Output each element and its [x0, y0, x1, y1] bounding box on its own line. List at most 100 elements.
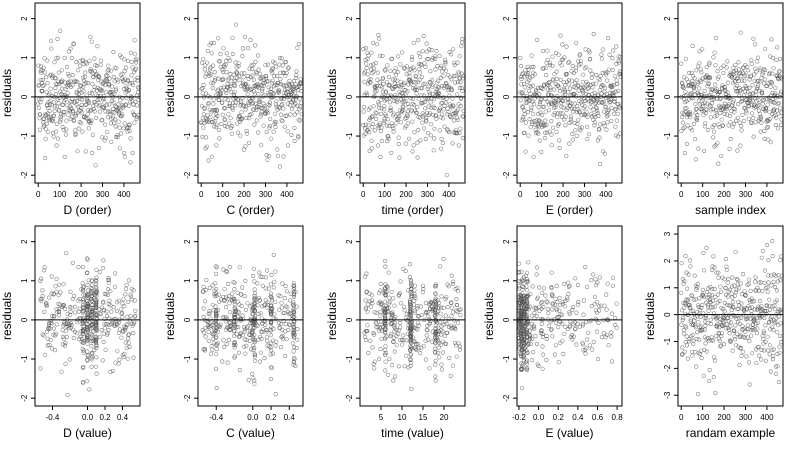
data-point	[560, 98, 565, 103]
data-point	[40, 294, 45, 299]
data-point	[265, 268, 270, 273]
data-point	[113, 317, 118, 322]
data-point	[567, 283, 572, 288]
data-point	[558, 89, 563, 94]
data-point	[60, 328, 65, 333]
data-point	[388, 68, 393, 73]
data-point	[702, 124, 707, 129]
data-point	[701, 103, 706, 109]
data-point	[413, 80, 418, 85]
data-point	[391, 126, 396, 131]
data-point	[520, 72, 525, 77]
data-point	[529, 64, 534, 69]
data-point	[767, 72, 772, 77]
data-point	[774, 316, 779, 321]
data-point	[570, 131, 575, 137]
data-point	[589, 75, 594, 80]
data-point	[447, 317, 452, 322]
data-point	[713, 334, 718, 339]
data-point	[226, 56, 231, 61]
data-point	[560, 42, 565, 47]
data-point	[277, 164, 282, 169]
data-point	[85, 257, 90, 262]
data-point	[749, 58, 754, 63]
data-point	[731, 305, 736, 310]
data-point	[612, 97, 617, 102]
data-point	[406, 365, 411, 370]
data-point	[231, 100, 236, 105]
data-point	[416, 38, 421, 43]
data-point	[291, 362, 296, 367]
data-point	[381, 107, 387, 112]
data-point	[770, 91, 775, 96]
data-point	[394, 121, 399, 126]
data-point	[713, 390, 718, 395]
data-point	[685, 123, 690, 128]
data-point	[581, 72, 586, 77]
data-point	[699, 348, 704, 353]
data-point	[218, 91, 223, 96]
data-point	[745, 335, 750, 340]
data-point	[714, 36, 719, 41]
data-point	[690, 353, 695, 358]
data-point	[94, 311, 99, 317]
data-point	[767, 297, 772, 302]
data-point	[295, 103, 300, 108]
data-point	[601, 121, 606, 126]
data-point	[740, 349, 745, 354]
data-point	[85, 311, 90, 316]
data-point	[94, 286, 99, 291]
data-point	[589, 278, 594, 283]
data-point	[705, 302, 710, 307]
data-point	[383, 293, 388, 298]
data-point	[593, 283, 599, 288]
data-point	[740, 112, 745, 117]
data-point	[222, 64, 227, 70]
data-point	[753, 275, 758, 280]
data-point	[777, 333, 783, 338]
data-point	[566, 90, 571, 95]
data-point	[555, 115, 560, 120]
data-point	[291, 329, 296, 334]
data-point	[291, 349, 296, 354]
data-point	[260, 283, 265, 288]
data-point	[568, 86, 573, 91]
data-point	[225, 81, 230, 86]
data-point	[731, 98, 736, 103]
data-point	[368, 77, 373, 82]
data-point	[447, 355, 452, 360]
data-point	[201, 82, 206, 88]
data-point	[580, 340, 585, 345]
data-point	[60, 125, 65, 130]
data-point	[207, 285, 212, 290]
data-point	[709, 338, 714, 343]
data-point	[533, 334, 538, 339]
data-point	[79, 121, 84, 126]
data-point	[102, 316, 107, 321]
data-point	[558, 77, 563, 82]
data-point	[131, 331, 136, 336]
data-point	[778, 91, 783, 96]
data-point	[122, 57, 127, 62]
data-point	[679, 352, 684, 357]
data-point	[51, 119, 56, 124]
data-point	[534, 314, 539, 319]
data-point	[212, 78, 217, 83]
data-point	[404, 93, 409, 98]
x-tick-label: 300	[739, 413, 753, 422]
data-point	[741, 272, 746, 277]
data-point	[277, 325, 282, 330]
data-point	[264, 153, 269, 158]
data-point	[592, 302, 597, 307]
data-point	[547, 102, 552, 107]
data-point	[214, 311, 219, 317]
data-point	[443, 313, 448, 318]
y-tick-label: 0	[20, 94, 29, 99]
data-point	[94, 355, 99, 360]
data-point	[122, 324, 127, 329]
data-point	[737, 93, 742, 98]
data-point	[379, 111, 384, 116]
data-point	[744, 110, 749, 115]
data-point	[229, 75, 234, 80]
data-point	[534, 89, 539, 94]
